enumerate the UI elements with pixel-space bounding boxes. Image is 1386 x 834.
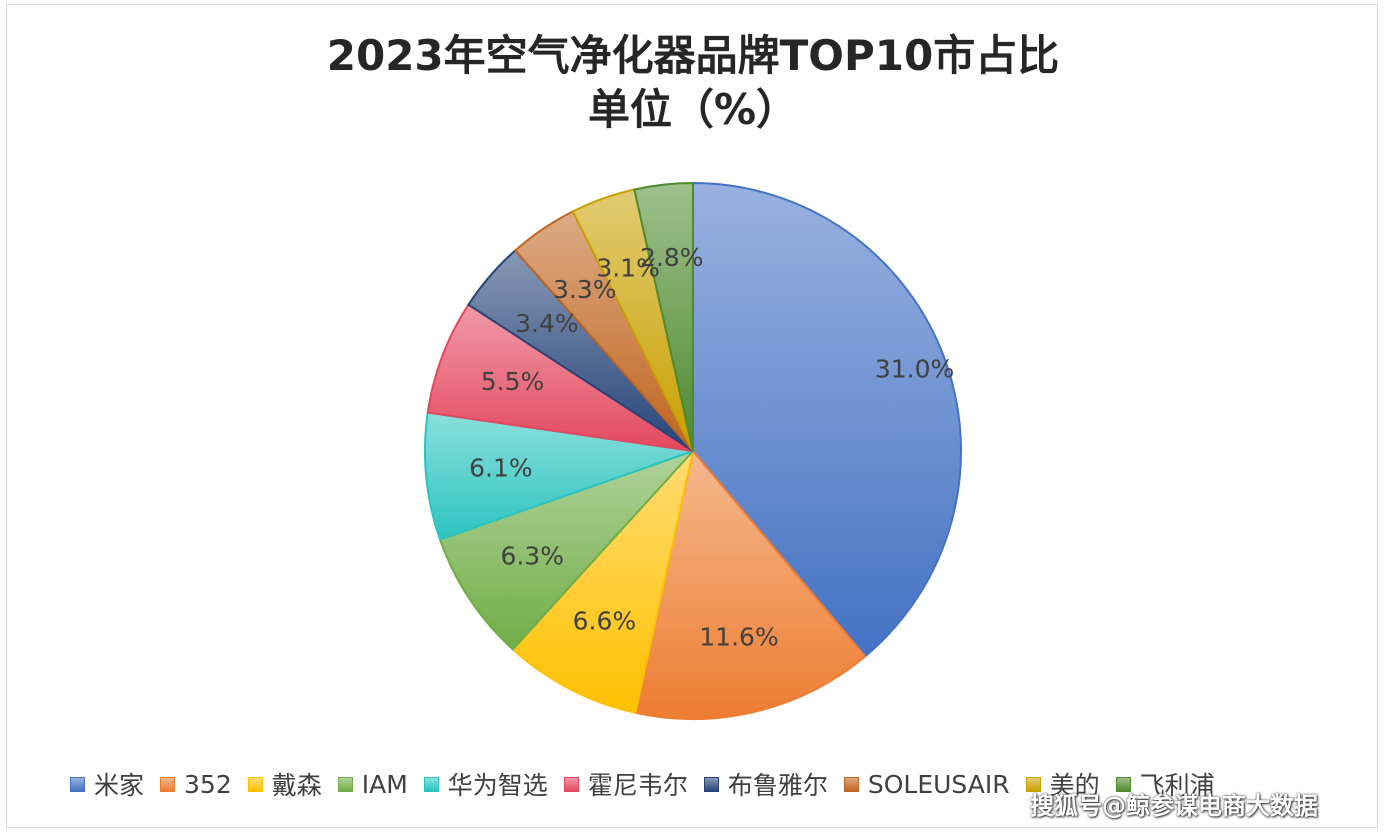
legend-label: 米家	[94, 771, 145, 800]
pie-slice-1	[692, 181, 962, 658]
pie-data-label-2: 11.6%	[699, 622, 778, 651]
chart-legend: 米家 352 戴森 IAM 华为智选 霍尼韦尔 布鲁雅尔 SOLEUSAIR 美的 飞利浦	[70, 764, 1231, 804]
legend-label: IAM	[361, 769, 408, 799]
pie-slice-2	[634, 448, 867, 720]
pie-data-label-5: 6.1%	[469, 454, 533, 483]
legend-swatch	[563, 776, 579, 792]
legend-item-2: 352	[160, 770, 232, 799]
legend-swatch	[247, 776, 263, 792]
watermark: 搜狐号@鲸参谋电商大数据	[1030, 792, 1318, 820]
legend-label: 华为智选	[447, 771, 548, 800]
pie-data-label-7: 3.4%	[515, 309, 579, 338]
legend-swatch	[70, 776, 85, 792]
pie-slice-3	[511, 447, 695, 714]
pie-slice-5	[424, 411, 694, 541]
pie-data-label-4: 6.3%	[500, 542, 564, 571]
legend-swatch	[703, 776, 719, 792]
pie-slice-10	[633, 181, 694, 452]
legend-swatch	[843, 776, 859, 792]
legend-swatch	[423, 776, 439, 792]
legend-item-8: SOLEUSAIR	[843, 769, 1010, 799]
pie-data-label-8: 3.3%	[553, 275, 617, 304]
legend-item-4: IAM	[337, 769, 408, 799]
legend-item-1: 米家	[70, 766, 144, 802]
pie-slice-4	[438, 450, 694, 651]
pie-data-label-1: 31.0%	[875, 354, 954, 383]
pie-slice-6	[426, 303, 694, 452]
pie-data-label-10: 2.8%	[640, 243, 704, 272]
legend-label: 飞利浦	[1139, 771, 1215, 800]
legend-label: 戴森	[271, 771, 322, 800]
legend-item-5: 华为智选	[423, 766, 548, 802]
legend-swatch	[160, 776, 176, 792]
legend-label: 美的	[1049, 771, 1100, 800]
pie-data-label-6: 5.5%	[481, 367, 545, 396]
legend-swatch	[337, 776, 353, 792]
legend-item-10: 飞利浦	[1115, 766, 1215, 802]
chart-subtitle: 单位（%）	[587, 85, 799, 134]
legend-item-9: 美的	[1025, 766, 1100, 802]
legend-label: SOLEUSAIR	[867, 769, 1010, 799]
legend-item-7: 布鲁雅尔	[703, 766, 828, 802]
legend-label: 布鲁雅尔	[727, 771, 828, 800]
pie-data-label-3: 6.6%	[573, 606, 637, 635]
legend-item-3: 戴森	[247, 766, 322, 802]
pie-data-label-9: 3.1%	[596, 253, 660, 282]
legend-label: 352	[184, 769, 232, 799]
legend-swatch	[1115, 776, 1131, 792]
legend-item-6: 霍尼韦尔	[563, 766, 688, 802]
chart-title: 2023年空气净化器品牌TOP10市占比	[326, 31, 1060, 80]
legend-label: 霍尼韦尔	[587, 771, 688, 800]
legend-swatch	[1025, 776, 1041, 792]
